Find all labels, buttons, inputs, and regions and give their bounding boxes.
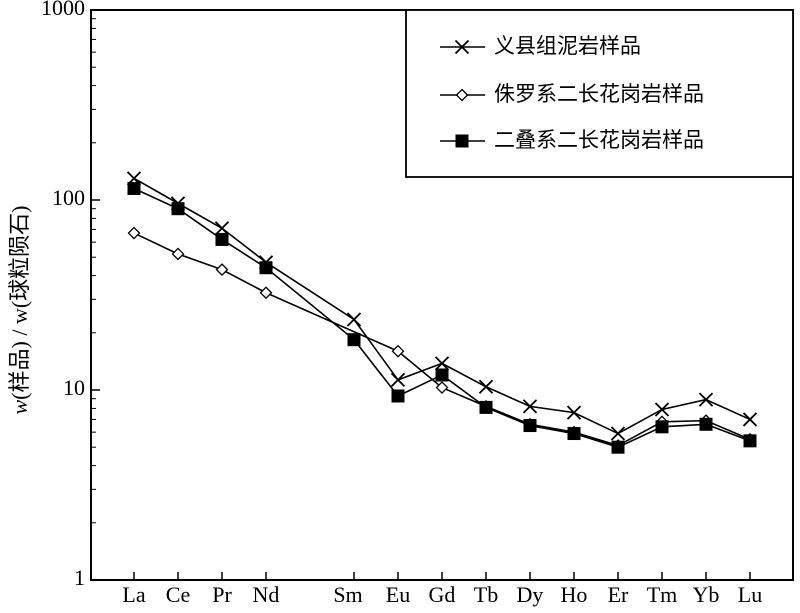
series-line (133, 177, 751, 435)
cross-marker (742, 412, 758, 427)
legend-item: 侏罗系二长花岗岩样品 (440, 82, 704, 106)
x-tick-label: Gd (429, 582, 456, 607)
x-tick-label: Eu (386, 582, 410, 607)
x-tick-label: Ho (561, 582, 588, 607)
square-marker (259, 261, 273, 275)
legend-item: 二叠系二长花岗岩样品 (440, 128, 704, 152)
y-axis-title: w(样品) / w(球粒陨石) (7, 206, 32, 415)
cross-marker (478, 379, 494, 394)
square-marker (479, 400, 493, 414)
legend-square-marker (455, 134, 469, 148)
legend-diamond-marker (455, 88, 469, 102)
square-marker (171, 202, 185, 216)
diamond-marker (171, 247, 185, 261)
series-line (133, 187, 751, 449)
square-marker (127, 181, 141, 195)
x-tick-label: Sm (333, 582, 362, 607)
square-marker (391, 389, 405, 403)
legend-label: 义县组泥岩样品 (494, 34, 641, 58)
square-marker (611, 440, 625, 454)
y-tick-label: 1 (74, 565, 85, 590)
series-2 (127, 226, 757, 452)
legend-label: 侏罗系二长花岗岩样品 (494, 82, 704, 106)
x-tick-label: Dy (517, 582, 544, 607)
series-1 (126, 171, 758, 441)
x-tick-label: Lu (738, 582, 762, 607)
y-tick-label: 100 (52, 185, 85, 210)
series-3 (127, 181, 757, 454)
diamond-marker (435, 381, 449, 394)
x-tick-label: Er (608, 582, 629, 607)
cross-marker (434, 356, 450, 371)
y-tick-label: 10 (63, 375, 85, 400)
y-tick-label: 1000 (41, 0, 85, 20)
diamond-marker (259, 286, 273, 300)
legend-box (405, 9, 794, 178)
x-tick-label: Yb (693, 582, 720, 607)
cross-marker (390, 372, 406, 388)
square-marker (699, 417, 713, 431)
square-marker (347, 333, 361, 347)
legend-item: 义县组泥岩样品 (440, 34, 641, 58)
x-axis: La Ce Pr Nd Sm Eu Gd Tb Dy Ho Er Tm Yb Lu (122, 572, 762, 607)
x-tick-label: Tb (474, 582, 498, 607)
legend-label: 二叠系二长花岗岩样品 (494, 128, 704, 152)
cross-marker (654, 402, 670, 417)
square-marker (523, 419, 537, 433)
square-marker (567, 427, 581, 441)
x-tick-label: Ce (166, 582, 190, 607)
x-tick-label: Tm (647, 582, 678, 607)
diamond-marker (215, 263, 229, 277)
cross-marker (698, 392, 714, 407)
square-marker (215, 232, 229, 246)
square-marker (655, 420, 669, 434)
y-axis: 1 10 100 1000 (41, 0, 100, 590)
series-layer (126, 171, 758, 454)
x-tick-label: La (122, 582, 145, 607)
cross-marker (214, 221, 230, 236)
x-tick-label: Nd (253, 582, 280, 607)
cross-marker (566, 405, 582, 420)
x-tick-label: Pr (212, 582, 232, 607)
cross-marker (346, 312, 362, 327)
cross-marker (610, 426, 626, 441)
square-marker (743, 434, 757, 448)
diamond-marker (127, 226, 141, 240)
square-marker (435, 368, 449, 382)
legend-cross-marker (454, 39, 470, 55)
cross-marker (522, 399, 538, 414)
diamond-marker (391, 344, 405, 358)
